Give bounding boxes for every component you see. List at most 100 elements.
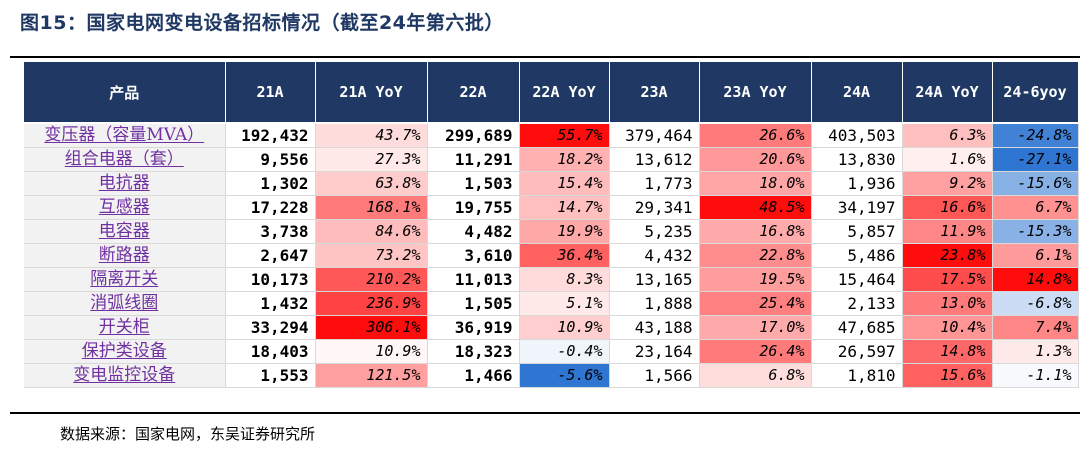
yoy-23a-cell: 48.5% [699,195,812,220]
yoy-24-6-cell: -6.8% [992,291,1079,316]
yoy-21a-cell: 73.2% [315,243,428,268]
value-22a-cell: 3,610 [427,243,520,268]
value-24a-cell: 5,486 [811,243,903,268]
yoy-22a-cell: 8.3% [519,267,610,292]
product-cell: 消弧线圈 [24,291,226,316]
yoy-23a-cell: 16.8% [699,219,812,244]
yoy-23a-cell: 17.0% [699,315,812,340]
value-22a-cell: 1,503 [427,171,520,196]
product-cell: 开关柜 [24,315,226,340]
yoy-21a-cell: 168.1% [315,195,428,220]
product-cell: 变电监控设备 [24,363,226,388]
yoy-22a-cell: 36.4% [519,243,610,268]
yoy-21a-cell: 306.1% [315,315,428,340]
value-23a-cell: 5,235 [609,219,700,244]
col-header-21a-yoy: 21A YoY [315,62,428,124]
table-row: 组合电器（套） 9,556 27.3% 11,291 18.2% 13,612 20.6% 1… [24,147,1079,172]
table-row: 互感器 17,228 168.1% 19,755 14.7% 29,341 48.5% 34,… [24,195,1079,220]
value-24a-cell: 1,936 [811,171,903,196]
value-21a-cell: 17,228 [225,195,316,220]
col-header-24a-yoy: 24A YoY [902,62,993,124]
col-header-23a: 23A [609,62,700,124]
table-row: 隔离开关 10,173 210.2% 11,013 8.3% 13,165 19.5% 15,… [24,267,1079,292]
value-21a-cell: 9,556 [225,147,316,172]
value-23a-cell: 1,888 [609,291,700,316]
source-note: 数据来源：国家电网，东吴证券研究所 [60,425,316,443]
col-header-22a-yoy: 22A YoY [519,62,610,124]
yoy-24a-cell: 15.6% [902,363,993,388]
table-row: 消弧线圈 1,432 236.9% 1,505 5.1% 1,888 25.4% 2,133 1… [24,291,1079,316]
value-22a-cell: 18,323 [427,339,520,364]
col-header-24-6yoy: 24-6yoy [992,62,1079,124]
product-cell: 保护类设备 [24,339,226,364]
yoy-24a-cell: 1.6% [902,147,993,172]
yoy-24a-cell: 10.4% [902,315,993,340]
value-22a-cell: 1,505 [427,291,520,316]
value-23a-cell: 379,464 [609,123,700,148]
value-24a-cell: 5,857 [811,219,903,244]
header-row: 产品 21A 21A YoY 22A 22A YoY 23A 23A YoY 2… [24,62,1079,124]
yoy-23a-cell: 19.5% [699,267,812,292]
yoy-22a-cell: 18.2% [519,147,610,172]
value-23a-cell: 13,165 [609,267,700,292]
yoy-24-6-cell: 7.4% [992,315,1079,340]
yoy-22a-cell: 5.1% [519,291,610,316]
yoy-23a-cell: 22.8% [699,243,812,268]
yoy-22a-cell: 55.7% [519,123,610,148]
product-cell: 组合电器（套） [24,147,226,172]
value-21a-cell: 10,173 [225,267,316,292]
product-cell: 互感器 [24,195,226,220]
value-22a-cell: 36,919 [427,315,520,340]
yoy-24a-cell: 11.9% [902,219,993,244]
value-21a-cell: 3,738 [225,219,316,244]
yoy-21a-cell: 121.5% [315,363,428,388]
value-24a-cell: 13,830 [811,147,903,172]
value-22a-cell: 11,013 [427,267,520,292]
value-21a-cell: 33,294 [225,315,316,340]
value-23a-cell: 43,188 [609,315,700,340]
yoy-24a-cell: 13.0% [902,291,993,316]
table-row: 断路器 2,647 73.2% 3,610 36.4% 4,432 22.8% 5,486 23… [24,243,1079,268]
yoy-24-6-cell: 6.7% [992,195,1079,220]
value-21a-cell: 1,553 [225,363,316,388]
value-24a-cell: 2,133 [811,291,903,316]
col-header-22a: 22A [427,62,520,124]
value-24a-cell: 1,810 [811,363,903,388]
table-row: 电抗器 1,302 63.8% 1,503 15.4% 1,773 18.0% 1,936 9.… [24,171,1079,196]
yoy-24-6-cell: -24.8% [992,123,1079,148]
value-23a-cell: 13,612 [609,147,700,172]
value-22a-cell: 11,291 [427,147,520,172]
value-21a-cell: 1,432 [225,291,316,316]
value-24a-cell: 47,685 [811,315,903,340]
table-row: 变电监控设备 1,553 121.5% 1,466 -5.6% 1,566 6.8% 1,81… [24,363,1079,388]
procurement-table: 产品 21A 21A YoY 22A 22A YoY 23A 23A YoY 2… [24,62,1079,388]
value-23a-cell: 4,432 [609,243,700,268]
yoy-21a-cell: 63.8% [315,171,428,196]
value-21a-cell: 18,403 [225,339,316,364]
value-23a-cell: 1,773 [609,171,700,196]
product-cell: 变压器（容量MVA） [24,123,226,148]
yoy-22a-cell: 15.4% [519,171,610,196]
yoy-22a-cell: -0.4% [519,339,610,364]
table-row: 电容器 3,738 84.6% 4,482 19.9% 5,235 16.8% 5,857 11… [24,219,1079,244]
yoy-22a-cell: 10.9% [519,315,610,340]
value-21a-cell: 1,302 [225,171,316,196]
yoy-24-6-cell: 1.3% [992,339,1079,364]
value-23a-cell: 29,341 [609,195,700,220]
yoy-21a-cell: 84.6% [315,219,428,244]
product-cell: 隔离开关 [24,267,226,292]
product-cell: 电抗器 [24,171,226,196]
yoy-24-6-cell: -1.1% [992,363,1079,388]
yoy-24-6-cell: -15.6% [992,171,1079,196]
yoy-23a-cell: 6.8% [699,363,812,388]
bottom-rule [10,412,1080,414]
value-23a-cell: 1,566 [609,363,700,388]
yoy-22a-cell: 14.7% [519,195,610,220]
product-cell: 断路器 [24,243,226,268]
value-21a-cell: 192,432 [225,123,316,148]
yoy-23a-cell: 20.6% [699,147,812,172]
value-22a-cell: 19,755 [427,195,520,220]
col-header-24a: 24A [811,62,903,124]
yoy-24-6-cell: 6.1% [992,243,1079,268]
yoy-22a-cell: -5.6% [519,363,610,388]
